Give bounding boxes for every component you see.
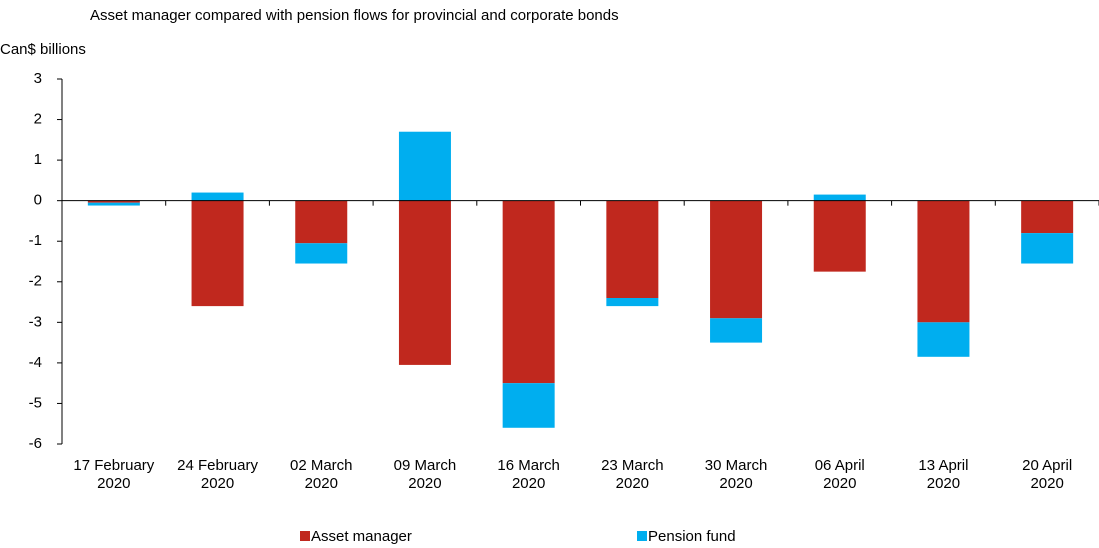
y-tick-label: 2 <box>34 111 42 128</box>
x-tick-label-line: 30 March <box>705 457 768 474</box>
bar <box>191 200 244 307</box>
x-tick-label-line: 23 March <box>601 457 664 474</box>
bar <box>710 200 763 319</box>
y-tick-label: -1 <box>29 232 42 249</box>
x-tick-label: 20 April 2020 <box>1022 457 1072 492</box>
legend-swatch <box>637 531 647 541</box>
bar <box>1021 200 1074 234</box>
y-tick-label: -5 <box>29 394 42 411</box>
bar <box>710 318 763 343</box>
y-tick-label: 0 <box>34 192 42 209</box>
x-tick-label: 02 March 2020 <box>290 457 353 492</box>
bar <box>191 192 244 201</box>
y-tick-label: 3 <box>34 70 42 87</box>
bar <box>917 322 970 357</box>
y-tick-label: 1 <box>34 151 42 168</box>
bar <box>87 200 140 203</box>
x-tick-label-line: 24 February <box>177 457 258 474</box>
x-tick-label-line: 2020 <box>719 475 752 492</box>
x-tick-label-line: 20 April <box>1022 457 1072 474</box>
legend-label: Pension fund <box>648 528 736 545</box>
x-tick-label: 09 March 2020 <box>394 457 457 492</box>
x-tick-label-line: 2020 <box>616 475 649 492</box>
bar <box>398 200 451 365</box>
x-tick-label: 24 February 2020 <box>177 457 258 492</box>
x-tick-label-line: 2020 <box>927 475 960 492</box>
x-tick-label-line: 2020 <box>512 475 545 492</box>
bar <box>813 200 866 272</box>
bar <box>1021 233 1074 264</box>
x-tick-label-line: 02 March <box>290 457 353 474</box>
bar <box>502 200 555 384</box>
x-tick-label: 30 March 2020 <box>705 457 768 492</box>
x-tick-label-line: 2020 <box>201 475 234 492</box>
x-tick-label-line: 2020 <box>408 475 441 492</box>
bar <box>813 194 866 201</box>
x-tick-label-line: 2020 <box>823 475 856 492</box>
y-tick-label: -2 <box>29 273 42 290</box>
y-tick-label: -3 <box>29 313 42 330</box>
bar <box>606 298 659 307</box>
x-tick-label: 17 February 2020 <box>73 457 154 492</box>
legend-label: Asset manager <box>311 528 412 545</box>
x-tick-label-line: 13 April <box>918 457 968 474</box>
y-axis-label: Can$ billions <box>0 41 86 58</box>
legend-swatch <box>300 531 310 541</box>
x-tick-label-line: 2020 <box>1030 475 1063 492</box>
bar <box>606 200 659 298</box>
x-tick-label-line: 09 March <box>394 457 457 474</box>
y-tick-label: -4 <box>29 354 42 371</box>
y-tick-label: -6 <box>29 435 42 452</box>
x-tick-label-line: 16 March <box>497 457 560 474</box>
x-tick-label-line: 06 April <box>815 457 865 474</box>
bar <box>87 202 140 206</box>
chart-title: Asset manager compared with pension flow… <box>90 7 619 24</box>
bar <box>295 243 348 264</box>
bar <box>398 131 451 201</box>
bar <box>502 383 555 428</box>
x-tick-label-line: 17 February <box>73 457 154 474</box>
x-tick-label: 23 March 2020 <box>601 457 664 492</box>
x-tick-label: 16 March 2020 <box>497 457 560 492</box>
bar <box>917 200 970 323</box>
bar <box>295 200 348 244</box>
x-tick-label: 13 April 2020 <box>918 457 968 492</box>
x-tick-label-line: 2020 <box>305 475 338 492</box>
x-tick-label: 06 April 2020 <box>815 457 865 492</box>
x-tick-label-line: 2020 <box>97 475 130 492</box>
